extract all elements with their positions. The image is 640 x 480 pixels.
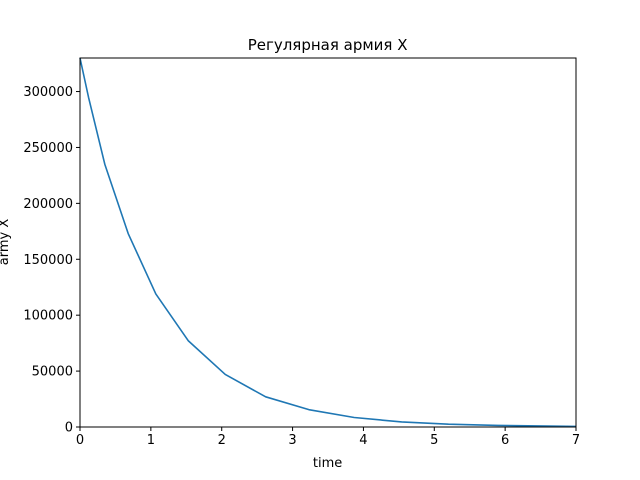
plot-area (79, 57, 577, 428)
y-tick-label: 100000 (23, 309, 73, 324)
chart-title: Регулярная армия X (248, 36, 408, 54)
x-tick-label: 5 (430, 433, 438, 448)
x-tick-label: 0 (76, 433, 84, 448)
y-tick-label: 50000 (32, 365, 73, 380)
series-line-0 (79, 57, 577, 428)
x-axis-label: time (313, 456, 342, 471)
x-axis-ticks: 0 1 2 3 4 5 6 7 (76, 427, 580, 448)
x-tick-label: 3 (288, 433, 296, 448)
y-tick-label: 150000 (23, 253, 73, 268)
plot-frame (79, 57, 577, 428)
y-axis-ticks: 0 50000 100000 150000 200000 250000 300000 (23, 85, 80, 436)
y-tick-label: 0 (65, 421, 73, 436)
x-tick-label: 4 (359, 433, 367, 448)
y-tick-label: 300000 (23, 85, 73, 100)
x-tick-label: 1 (147, 433, 155, 448)
y-axis-label: army X (0, 219, 12, 266)
x-tick-label: 6 (501, 433, 509, 448)
x-tick-label: 7 (572, 433, 580, 448)
y-tick-label: 200000 (23, 197, 73, 212)
y-tick-label: 250000 (23, 141, 73, 156)
x-tick-label: 2 (218, 433, 226, 448)
